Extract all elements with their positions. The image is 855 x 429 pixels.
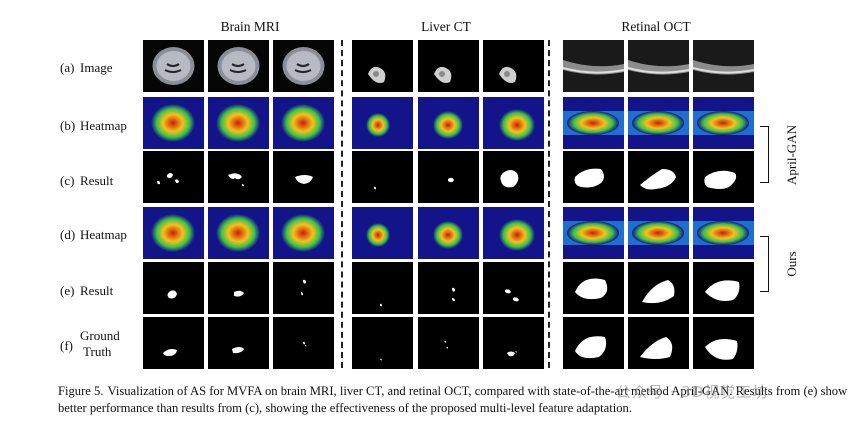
oct-heatmap-thumbnail — [628, 207, 689, 259]
brain-heatmap-thumbnail — [208, 97, 269, 149]
row-text: Result — [80, 283, 114, 298]
oct-result-thumbnail — [693, 151, 754, 203]
liver-gt-thumbnail — [418, 317, 479, 369]
liver-image-thumbnail — [483, 40, 544, 92]
row-label-ground-truth: (f) Ground Truth — [60, 328, 120, 360]
brain-result-thumbnail — [143, 151, 204, 203]
row-text: Truth — [83, 344, 112, 359]
brain-heatmap-thumbnail — [273, 97, 334, 149]
row-label-heatmap-ours: (d) Heatmap — [60, 227, 127, 243]
brain-image-thumbnail — [208, 40, 269, 92]
brain-gt-thumbnail — [273, 317, 334, 369]
group-label-april-gan: April-GAN — [784, 125, 799, 185]
column-title-retinal-oct: Retinal OCT — [621, 19, 691, 34]
brain-heatmap-thumbnail — [208, 207, 269, 259]
brain-heatmap-thumbnail — [143, 207, 204, 259]
brain-result-thumbnail — [143, 262, 204, 314]
liver-result-thumbnail — [352, 262, 413, 314]
liver-heatmap-thumbnail — [483, 97, 544, 149]
liver-heatmap-thumbnail — [483, 207, 544, 259]
row-label-heatmap-baseline: (b) Heatmap — [60, 118, 127, 134]
brain-image-thumbnail — [143, 40, 204, 92]
liver-heatmap-thumbnail — [418, 97, 479, 149]
oct-image-thumbnail — [563, 40, 624, 92]
separator-brain-liver — [341, 40, 343, 368]
oct-gt-thumbnail — [628, 317, 689, 369]
brain-result-thumbnail — [273, 262, 334, 314]
oct-result-thumbnail — [563, 262, 624, 314]
brain-result-thumbnail — [273, 151, 334, 203]
row-tag: (c) — [60, 173, 75, 188]
liver-image-thumbnail — [352, 40, 413, 92]
brain-heatmap-thumbnail — [273, 207, 334, 259]
liver-heatmap-thumbnail — [352, 207, 413, 259]
row-tag: (f) — [60, 338, 73, 353]
liver-gt-thumbnail — [483, 317, 544, 369]
row-text: Heatmap — [80, 118, 127, 133]
oct-heatmap-thumbnail — [693, 207, 754, 259]
watermark: 公众号 · 3D视觉工坊 — [616, 383, 769, 401]
bracket-april-gan — [760, 126, 769, 183]
column-title-brain-mri: Brain MRI — [220, 19, 280, 34]
row-tag: (a) — [60, 60, 75, 75]
liver-result-thumbnail — [352, 151, 413, 203]
column-title-liver-ct: Liver CT — [421, 19, 471, 34]
liver-result-thumbnail — [418, 151, 479, 203]
oct-heatmap-thumbnail — [563, 207, 624, 259]
oct-image-thumbnail — [693, 40, 754, 92]
brain-heatmap-thumbnail — [143, 97, 204, 149]
liver-result-thumbnail — [483, 262, 544, 314]
liver-gt-thumbnail — [352, 317, 413, 369]
row-text: Result — [80, 173, 114, 188]
row-tag: (d) — [60, 227, 76, 242]
liver-result-thumbnail — [483, 151, 544, 203]
brain-image-thumbnail — [273, 40, 334, 92]
row-tag: (b) — [60, 118, 76, 133]
oct-result-thumbnail — [563, 151, 624, 203]
row-label-result-ours: (e) Result — [60, 283, 113, 299]
liver-result-thumbnail — [418, 262, 479, 314]
brain-gt-thumbnail — [143, 317, 204, 369]
figure-caption: Figure 5. Visualization of AS for MVFA on… — [58, 383, 848, 417]
bracket-ours — [760, 236, 769, 292]
oct-result-thumbnail — [693, 262, 754, 314]
oct-result-thumbnail — [628, 151, 689, 203]
caption-text: Visualization of AS for MVFA on brain MR… — [58, 384, 848, 415]
row-text: Ground — [80, 328, 120, 343]
brain-result-thumbnail — [208, 262, 269, 314]
liver-heatmap-thumbnail — [352, 97, 413, 149]
separator-liver-oct — [548, 40, 550, 368]
oct-gt-thumbnail — [693, 317, 754, 369]
brain-gt-thumbnail — [208, 317, 269, 369]
row-label-image: (a) Image — [60, 60, 112, 76]
row-text: Image — [80, 60, 113, 75]
oct-heatmap-thumbnail — [693, 97, 754, 149]
figure-number: Figure 5. — [58, 384, 104, 398]
oct-image-thumbnail — [628, 40, 689, 92]
brain-result-thumbnail — [208, 151, 269, 203]
row-text-group: Ground Truth — [80, 328, 120, 360]
oct-heatmap-thumbnail — [628, 97, 689, 149]
row-label-result-baseline: (c) Result — [60, 173, 113, 189]
oct-heatmap-thumbnail — [563, 97, 624, 149]
oct-gt-thumbnail — [563, 317, 624, 369]
liver-heatmap-thumbnail — [418, 207, 479, 259]
oct-result-thumbnail — [628, 262, 689, 314]
row-text: Heatmap — [80, 227, 127, 242]
group-label-ours: Ours — [784, 251, 799, 277]
liver-image-thumbnail — [418, 40, 479, 92]
row-tag: (e) — [60, 283, 75, 298]
